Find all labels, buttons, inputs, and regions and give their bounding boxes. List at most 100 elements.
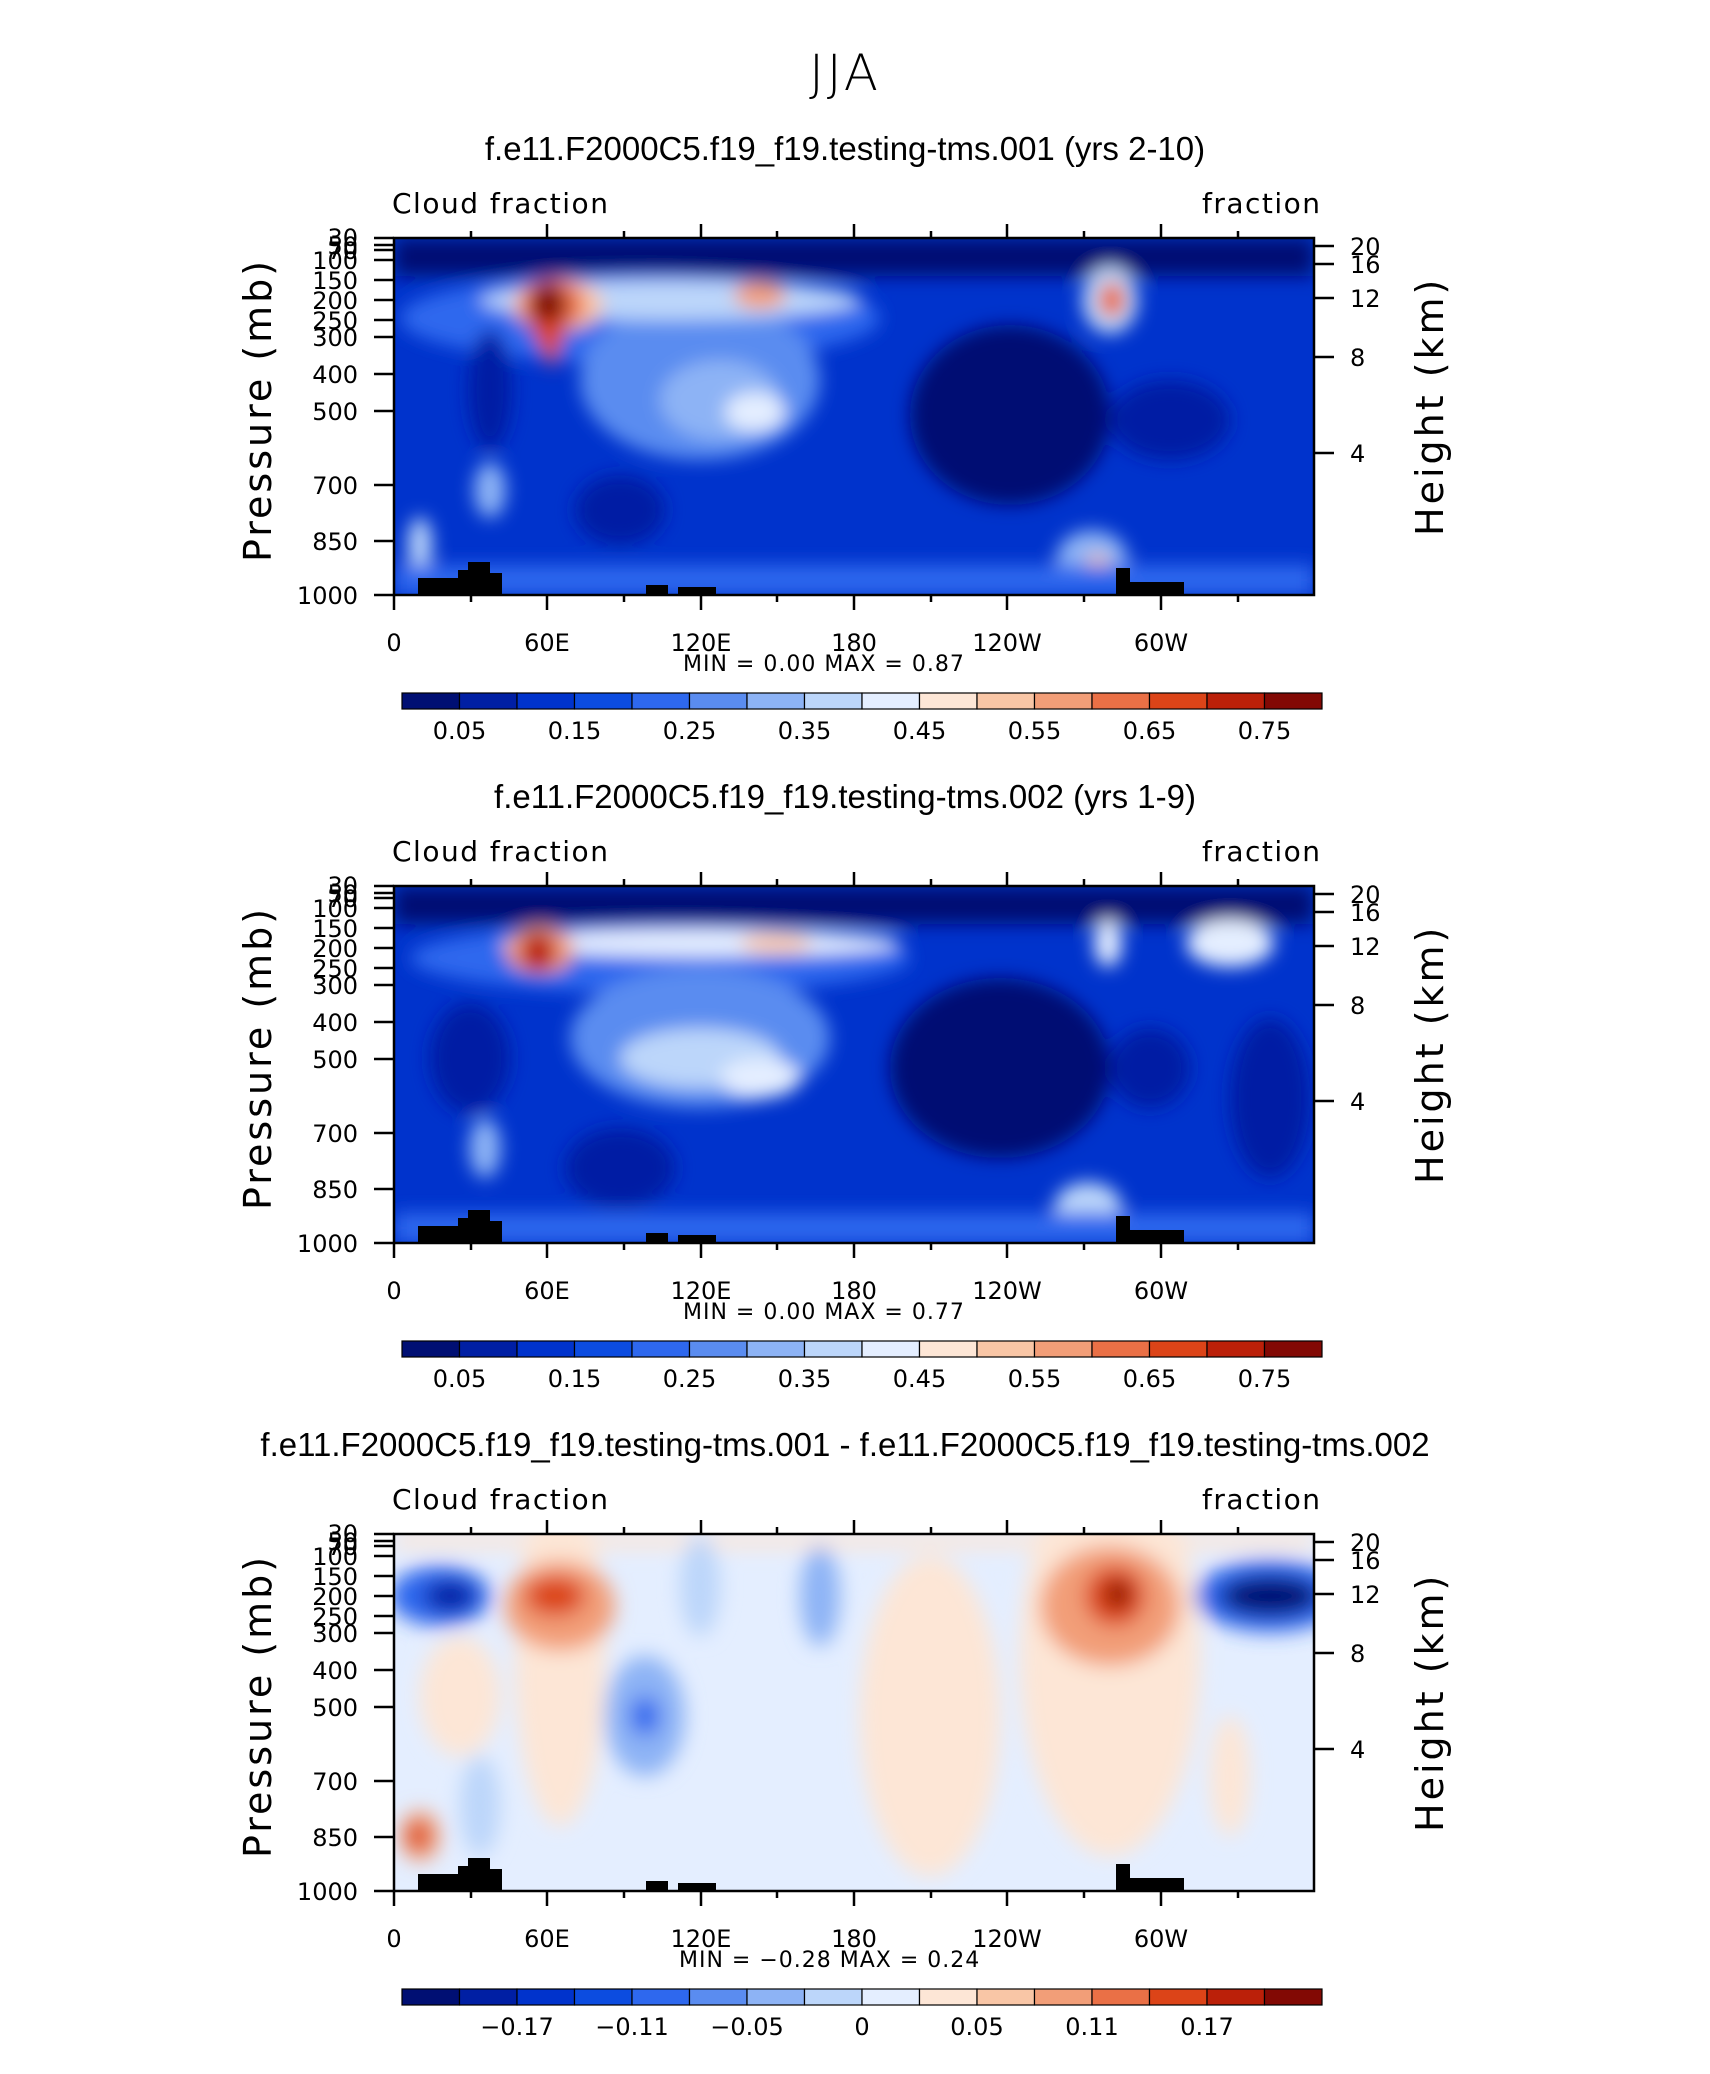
panel-2-frame bbox=[374, 872, 1334, 1258]
panel-2-ytick-label: 50 bbox=[327, 880, 358, 908]
panel-1-colorbar-label: 0.05 bbox=[433, 717, 486, 745]
panel-2-height-tick-label: 4 bbox=[1350, 1088, 1365, 1116]
panel-2-variable-label: Cloud fraction bbox=[392, 835, 610, 868]
panel-2-ytick-label: 200 bbox=[312, 935, 358, 963]
panel-2-ytick-label: 700 bbox=[312, 1120, 358, 1148]
panel-1-colorbar-label: 0.75 bbox=[1238, 717, 1291, 745]
panel-2-ytick-label: 300 bbox=[312, 972, 358, 1000]
panel-3-colorbar-labels: −0.17 −0.11 −0.05 0 0.05 0.11 0.17 bbox=[480, 2013, 1233, 2041]
panel-1-ytick-label: 400 bbox=[312, 361, 358, 389]
panel-3-height-tick-label: 8 bbox=[1350, 1640, 1365, 1668]
panel-2-colorbar-swatch bbox=[1263, 1340, 1323, 1358]
panel-1-ytick-label: 200 bbox=[312, 287, 358, 315]
panel-3-colorbar-label: 0.11 bbox=[1065, 2013, 1118, 2041]
panel-1-ytick-label: 150 bbox=[312, 267, 358, 295]
season-title: JJA bbox=[809, 44, 881, 102]
panel-2-ytick-label: 250 bbox=[312, 955, 358, 983]
panel-1-units-label: fraction bbox=[1202, 187, 1322, 220]
panel-2-xtick-label: 60E bbox=[524, 1277, 570, 1305]
panel-3-contour-field bbox=[394, 1534, 1314, 1891]
panel-2-ytick-label: 850 bbox=[312, 1176, 358, 1204]
panel-3-ytick-label: 150 bbox=[312, 1563, 358, 1591]
panel-2-xtick-label: 0 bbox=[386, 1277, 401, 1305]
panel-3-land-mask bbox=[418, 1858, 1184, 1891]
panel-1-colorbar-label: 0.15 bbox=[548, 717, 601, 745]
panel-3-colorbar-swatch bbox=[458, 1988, 518, 2006]
panel-3-colorbar-swatch bbox=[401, 1988, 461, 2006]
panel-2-ytick-label: 150 bbox=[312, 915, 358, 943]
panel-2-colorbar-label: 0.65 bbox=[1123, 1365, 1176, 1393]
panel-1-ytick-label: 300 bbox=[312, 324, 358, 352]
panel-2-contour-field bbox=[394, 886, 1314, 1243]
panel-1-ytick-label: 100 bbox=[312, 247, 358, 275]
panel-3-ytick-label: 250 bbox=[312, 1603, 358, 1631]
panel-2-xtick-label: 120E bbox=[671, 1277, 732, 1305]
panel-3-colorbar-label: −0.05 bbox=[710, 2013, 784, 2041]
panel-1-land-mask bbox=[418, 562, 1184, 595]
panel-3-ytick-label: 300 bbox=[312, 1620, 358, 1648]
panel-2-height-tick-label: 12 bbox=[1350, 933, 1381, 961]
panel-1-ytick-label: 850 bbox=[312, 528, 358, 556]
panel-2-land-mask bbox=[418, 1210, 1184, 1243]
panel-2-plot: 0 60E 120E 180 120W 60W 30 50 70 100 150… bbox=[297, 872, 1381, 1393]
panel-1-ytick-label: 1000 bbox=[297, 582, 358, 610]
panel-1-title: f.e11.F2000C5.f19_f19.testing-tms.001 (y… bbox=[484, 130, 1206, 167]
panel-3-colorbar-swatch bbox=[1148, 1988, 1208, 2006]
panel-1-xtick-label: 120E bbox=[671, 629, 732, 657]
panel-2-colorbar-label: 0.45 bbox=[893, 1365, 946, 1393]
panel-2-colorbar-label: 0.05 bbox=[433, 1365, 486, 1393]
panel-1-ytick-label: 500 bbox=[312, 398, 358, 426]
panel-2-ytick-label: 70 bbox=[327, 885, 358, 913]
panel-2-ytick-label: 400 bbox=[312, 1009, 358, 1037]
panel-1-colorbar bbox=[401, 692, 1323, 710]
panel-3-xtick-label: 60W bbox=[1134, 1925, 1188, 1953]
panel-3-colorbar-swatch bbox=[1263, 1988, 1323, 2006]
panel-1-colorbar-label: 0.25 bbox=[663, 717, 716, 745]
panel-2-ytick-label: 1000 bbox=[297, 1230, 358, 1258]
panel-1-ytick-label: 30 bbox=[327, 224, 358, 252]
panel-3-ytick-label: 500 bbox=[312, 1694, 358, 1722]
panel-3-plot: 0 60E 120E 180 120W 60W 30 50 70 100 150… bbox=[297, 1520, 1381, 2041]
panel-1-height-tick-label: 8 bbox=[1350, 344, 1365, 372]
panel-1-ytick-label: 50 bbox=[327, 232, 358, 260]
panel-3-xtick-label: 120W bbox=[972, 1925, 1042, 1953]
panel-3-colorbar-label: 0 bbox=[854, 2013, 869, 2041]
panel-1-height-tick-label: 16 bbox=[1350, 251, 1381, 279]
panel-2-ytick-label: 500 bbox=[312, 1046, 358, 1074]
panel-3-ytick-label: 30 bbox=[327, 1520, 358, 1548]
panel-1-xtick-label: 60W bbox=[1134, 629, 1188, 657]
panel-2-colorbar-label: 0.15 bbox=[548, 1365, 601, 1393]
panel-1-height-tick-label: 20 bbox=[1350, 233, 1381, 261]
panel-1-contour-field bbox=[394, 238, 1314, 595]
panel-3-colorbar bbox=[401, 1988, 1323, 2006]
panel-2-colorbar-label: 0.35 bbox=[778, 1365, 831, 1393]
panel-2-colorbar-label: 0.75 bbox=[1238, 1365, 1291, 1393]
panel-3-colorbar-swatch bbox=[803, 1988, 863, 2006]
panel-3-xtick-label: 120E bbox=[671, 1925, 732, 1953]
panel-1-variable-label: Cloud fraction bbox=[392, 187, 610, 220]
panel-3-xtick-label: 180 bbox=[831, 1925, 877, 1953]
panel-2-colorbar-labels: 0.05 0.15 0.25 0.35 0.45 0.55 0.65 0.75 bbox=[433, 1365, 1291, 1393]
panel-2-ytick-label: 30 bbox=[327, 872, 358, 900]
panel-3-title: f.e11.F2000C5.f19_f19.testing-tms.001 - … bbox=[260, 1426, 1430, 1463]
panel-2-height-tick-label: 20 bbox=[1350, 881, 1381, 909]
panel-2-height-tick-label: 16 bbox=[1350, 899, 1381, 927]
panel-3-colorbar-swatch bbox=[976, 1988, 1036, 2006]
panel-3-colorbar-label: −0.17 bbox=[480, 2013, 554, 2041]
panel-1-colorbar-label: 0.35 bbox=[778, 717, 831, 745]
panel-1-frame bbox=[374, 224, 1334, 610]
panel-1-xtick-label: 180 bbox=[831, 629, 877, 657]
panel-3-colorbar-label: 0.17 bbox=[1180, 2013, 1233, 2041]
panel-2-title: f.e11.F2000C5.f19_f19.testing-tms.002 (y… bbox=[494, 778, 1196, 815]
panel-1-min-max: MIN = 0.00 MAX = 0.87 bbox=[683, 652, 965, 677]
panel-1-height-tick-label: 12 bbox=[1350, 285, 1381, 313]
panel-3-ytick-label: 50 bbox=[327, 1528, 358, 1556]
panel-3-colorbar-label: 0.05 bbox=[950, 2013, 1003, 2041]
panel-2-xtick-label: 60W bbox=[1134, 1277, 1188, 1305]
panel-3-height-tick-label: 12 bbox=[1350, 1581, 1381, 1609]
panel-1-ytick-label: 70 bbox=[327, 237, 358, 265]
panel-2-colorbar-label: 0.25 bbox=[663, 1365, 716, 1393]
panel-3-ytick-label: 850 bbox=[312, 1824, 358, 1852]
panel-2-height-tick-label: 8 bbox=[1350, 992, 1365, 1020]
panel-1-height-tick-label: 4 bbox=[1350, 440, 1365, 468]
